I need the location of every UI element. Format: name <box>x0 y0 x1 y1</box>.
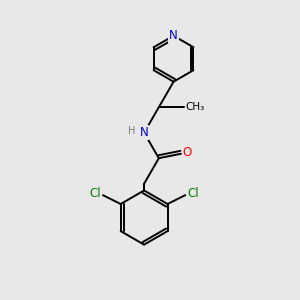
Text: CH₃: CH₃ <box>185 102 205 112</box>
Text: N: N <box>169 29 178 42</box>
Text: O: O <box>183 146 192 159</box>
Text: N: N <box>140 126 148 139</box>
Text: H: H <box>128 126 136 136</box>
Text: Cl: Cl <box>89 187 100 200</box>
Text: Cl: Cl <box>188 187 199 200</box>
